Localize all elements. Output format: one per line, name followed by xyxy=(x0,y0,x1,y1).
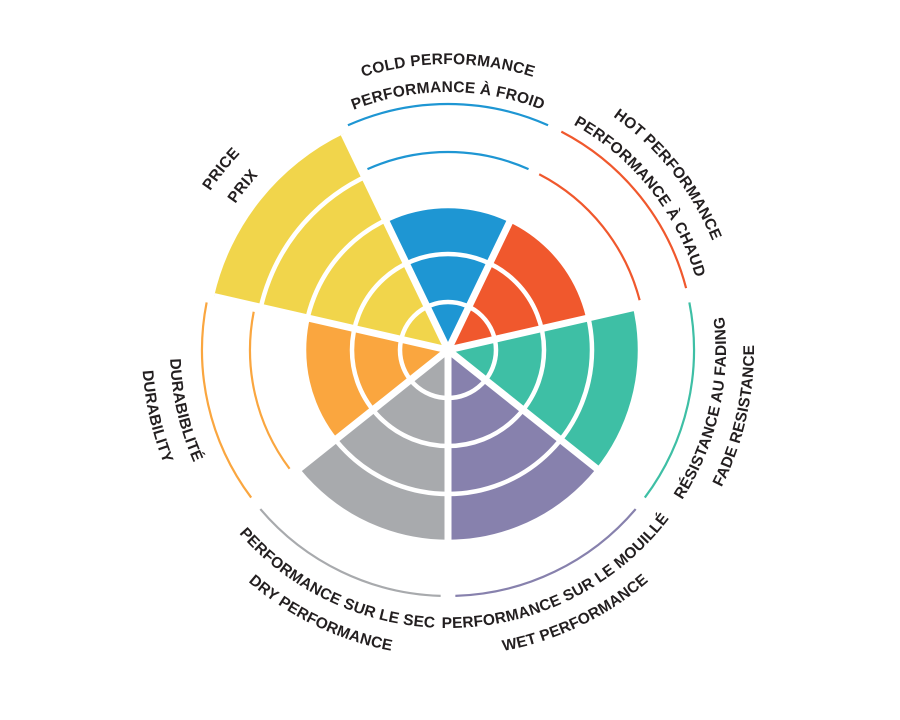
sector-divider xyxy=(213,293,449,354)
sector-divider xyxy=(447,293,683,354)
cold-performance-wedge xyxy=(385,205,511,350)
sector-divider xyxy=(444,132,556,352)
hot-performance-scale-arc-4 xyxy=(538,173,641,301)
fade-resistance-scale-arc-5 xyxy=(643,302,696,499)
dry-performance-wedge xyxy=(297,350,448,542)
wet-performance-wedge xyxy=(448,350,599,542)
wet-performance-scale-arc-5 xyxy=(455,508,637,597)
price-wedge xyxy=(214,133,448,350)
sector-divider xyxy=(340,132,452,352)
hot-performance-scale-arc-5 xyxy=(560,130,688,289)
durability-scale-arc-5 xyxy=(200,302,253,499)
dry-performance-scale-arc-5 xyxy=(259,508,441,597)
durability-scale-arc-4 xyxy=(248,311,291,470)
cold-performance-scale-arc-5 xyxy=(347,102,549,127)
cold-performance-scale-arc-4 xyxy=(367,150,529,171)
sector-divider xyxy=(258,347,451,503)
durability-wedge xyxy=(304,317,448,440)
sector-divider xyxy=(445,347,638,503)
